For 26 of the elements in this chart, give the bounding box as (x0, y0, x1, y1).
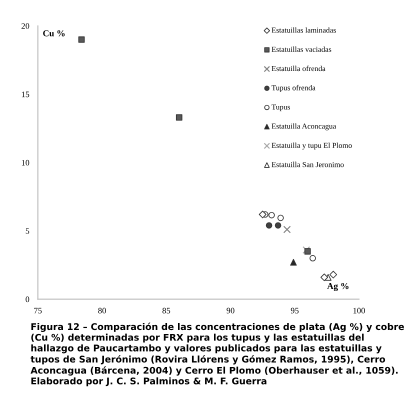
point (283, 226, 291, 234)
y-tick-label: 10 (22, 160, 30, 166)
point (310, 255, 316, 262)
x-tick-label: 95 (290, 308, 299, 314)
x-tick-label: 100 (353, 308, 365, 314)
point (266, 222, 272, 229)
text: Figura 12 – Comparación de las concentraciones de plata (Ag %) y cobre (Cu %) determinadas por FRX para los tupus y las estatuillas del hallazgo de Paucartambo y valores publicados para las estatuillas y tupos de San Jerónimo (Rovira Llórens y Gómez Ramos, 1995), Cerro Aconcagua (Bárcena, 2004) y Cerro El Plomo (Oberhauser et al., 1059). Elaborado por J. C. S. Palminos & M. F. Guerra (30, 322, 404, 386)
point (274, 222, 282, 229)
point (258, 210, 266, 218)
x-tick-label: 85 (162, 308, 170, 314)
y-tick-label: 15 (22, 92, 30, 98)
x-axis-title: Ag % (327, 283, 348, 292)
x-tick-label: 90 (226, 308, 234, 314)
y-tick-label: 0 (26, 296, 30, 302)
point (320, 274, 328, 282)
point (78, 36, 85, 43)
point (277, 214, 284, 222)
point (176, 114, 182, 121)
point (290, 258, 297, 266)
y-tick-label: 5 (26, 228, 30, 234)
point (329, 270, 338, 278)
y-axis-title: Cu % (43, 30, 65, 36)
x-tick-label: 75 (34, 308, 42, 314)
y-tick-label: 20 (22, 23, 30, 29)
x-tick-label: 80 (98, 308, 106, 314)
point (268, 212, 275, 218)
